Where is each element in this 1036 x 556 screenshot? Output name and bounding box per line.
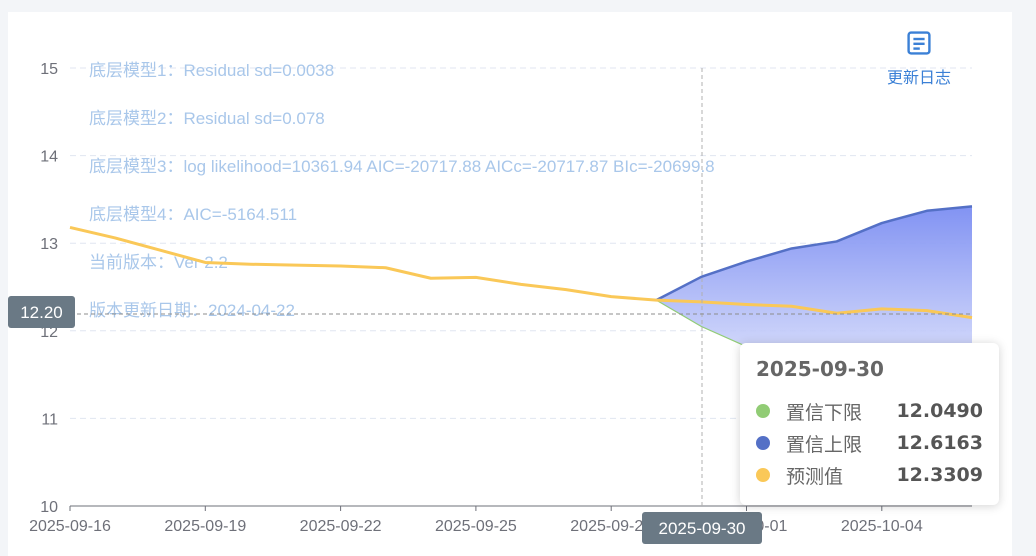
model-notes: 底层模型1：Residual sd=0.0038 底层模型2：Residual s… [89,61,715,320]
tooltip-series-name: 预测值 [786,465,844,488]
crosshair-y-label: 12.20 [20,303,63,322]
tooltip-series-value: 12.3309 [896,464,983,486]
tooltip-series-value: 12.0490 [896,400,983,422]
crosshair-x-label-box [642,512,762,544]
crosshair-x-label: 2025-09-30 [659,519,746,538]
tooltip-row: 置信上限 12.6163 [756,427,983,459]
prediction-line [69,225,973,320]
model-note: 底层模型2：Residual sd=0.078 [89,109,325,128]
x-tick-label: 2025-09-16 [29,518,111,535]
y-tick-label: 13 [40,236,58,253]
upper-bound-line [655,205,973,302]
legend-dot [756,404,770,418]
x-tick-label: 2025-09-25 [435,518,517,535]
model-note: 底层模型4：AIC=-5164.511 [89,205,297,224]
y-tick-label: 10 [40,499,58,516]
tooltip-series-value: 12.6163 [896,432,983,454]
y-tick-label: 15 [40,61,58,78]
model-note: 版本更新日期：2024-04-22 [89,301,295,320]
model-note: 底层模型1：Residual sd=0.0038 [89,61,334,80]
legend-dot [756,468,770,482]
y-tick-label: 12 [40,324,58,341]
tooltip-row: 预测值 12.3309 [756,459,983,491]
x-tick-label: 2025-09-22 [300,518,382,535]
y-tick-label: 14 [40,149,58,166]
y-tick-label: 11 [41,411,58,428]
tooltip-series-name: 置信上限 [786,433,863,456]
crosshair-y-label-box [8,296,75,328]
changelog-button[interactable]: 更新日志 [874,30,964,92]
model-note: 底层模型3：log likelihood=10361.94 AIC=-20717… [89,157,715,176]
x-tick-label: 2025-10-04 [841,518,923,535]
chart-tooltip: 2025-09-30 置信下限 12.0490 置信上限 12.6163 预测值… [740,343,999,505]
changelog-label: 更新日志 [886,68,951,87]
document-icon [907,31,931,55]
crosshair: 12.20 2025-09-30 [8,68,972,544]
legend-dot [756,436,770,450]
tooltip-series-name: 置信下限 [786,401,863,424]
tooltip-date: 2025-09-30 [756,357,884,381]
x-tick-label: 2025-09-19 [164,518,246,535]
x-tick-label: 2025-09-28 [570,518,652,535]
tooltip-row: 置信下限 12.0490 [756,395,983,427]
